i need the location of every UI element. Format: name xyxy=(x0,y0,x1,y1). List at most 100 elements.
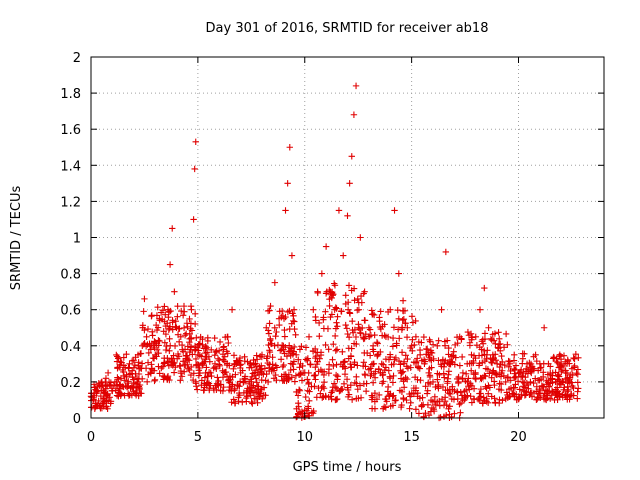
data-point xyxy=(280,342,287,349)
scatter-point xyxy=(312,363,319,371)
data-point xyxy=(258,351,266,359)
scatter-point xyxy=(137,364,144,372)
y-tick-label: 1.2 xyxy=(60,195,81,210)
data-point xyxy=(344,212,351,220)
scatter-point xyxy=(187,335,195,343)
scatter-point xyxy=(100,400,107,407)
scatter-point xyxy=(381,403,388,410)
scatter-point xyxy=(208,346,215,354)
scatter-point xyxy=(367,365,374,372)
scatter-point xyxy=(362,363,369,370)
scatter-point xyxy=(488,374,495,381)
scatter-point xyxy=(427,349,435,356)
scatter-point xyxy=(178,341,186,349)
scatter-point xyxy=(414,376,421,383)
scatter-point xyxy=(362,387,370,395)
x-tick-label: 10 xyxy=(296,430,313,445)
scatter-point xyxy=(366,333,373,340)
scatter-point xyxy=(553,389,561,396)
scatter-point xyxy=(385,391,393,399)
scatter-point xyxy=(426,365,433,372)
scatter-point xyxy=(399,316,406,324)
scatter-point xyxy=(440,413,448,420)
data-point xyxy=(357,234,364,241)
scatter-point xyxy=(388,361,395,368)
scatter-point xyxy=(429,341,437,348)
scatter-point xyxy=(225,339,232,347)
scatter-point xyxy=(483,395,490,402)
scatter-point xyxy=(302,344,310,351)
data-point xyxy=(350,111,358,118)
data-point xyxy=(166,261,174,268)
scatter-point xyxy=(342,292,349,299)
scatter-point xyxy=(305,379,313,386)
scatter-point xyxy=(266,347,273,354)
scatter-point xyxy=(244,385,251,392)
scatter-point xyxy=(287,345,295,352)
scatter-point xyxy=(402,320,409,327)
scatter-point xyxy=(288,320,295,327)
scatter-point xyxy=(172,323,179,330)
scatter-point xyxy=(434,376,441,383)
scatter-point xyxy=(479,359,486,366)
scatter-point xyxy=(251,395,258,402)
scatter-point xyxy=(403,333,411,341)
scatter-point xyxy=(137,350,145,357)
scatter-point xyxy=(296,346,304,353)
scatter-point xyxy=(339,348,346,356)
data-point xyxy=(192,138,199,146)
scatter-point xyxy=(98,404,106,412)
scatter-point xyxy=(490,378,498,385)
scatter-point xyxy=(394,306,401,314)
scatter-point xyxy=(498,386,505,394)
scatter-point xyxy=(403,375,411,383)
scatter-point xyxy=(232,371,239,378)
data-point xyxy=(194,351,202,359)
scatter-point xyxy=(148,366,156,373)
scatter-point xyxy=(423,351,430,358)
scatter-point xyxy=(411,341,418,349)
data-point xyxy=(220,346,227,353)
scatter-point xyxy=(311,383,318,390)
scatter-point xyxy=(330,341,337,348)
scatter-point xyxy=(325,346,332,353)
scatter-point xyxy=(492,340,499,347)
data-point xyxy=(446,360,454,368)
scatter-point xyxy=(400,358,408,366)
scatter-point xyxy=(341,371,349,378)
scatter-point xyxy=(192,355,200,363)
scatter-point xyxy=(445,389,453,397)
scatter-point xyxy=(162,322,169,330)
data-point xyxy=(511,351,518,359)
scatter-point xyxy=(486,370,493,377)
y-tick-label: 0.6 xyxy=(60,304,81,319)
scatter-point xyxy=(345,391,353,398)
scatter-point xyxy=(281,333,289,340)
scatter-point xyxy=(477,385,485,393)
scatter-point xyxy=(375,366,383,373)
scatter-point xyxy=(512,381,519,388)
scatter-point xyxy=(406,390,413,398)
data-point xyxy=(139,342,146,349)
scatter-point xyxy=(340,380,348,388)
data-point xyxy=(92,400,99,407)
scatter-point xyxy=(416,365,423,372)
scatter-point xyxy=(444,380,451,387)
scatter-point xyxy=(574,395,581,402)
data-point xyxy=(186,338,193,346)
y-tick-labels: 0 0.2 0.4 0.6 0.8 1 1.2 1.4 1.6 1.8 2 xyxy=(60,51,81,427)
scatter-point xyxy=(331,332,339,340)
scatter-point xyxy=(464,328,472,336)
scatter-point xyxy=(530,379,537,387)
scatter-point xyxy=(214,355,222,362)
scatter-point xyxy=(226,362,233,369)
scatter-point xyxy=(312,352,320,360)
scatter-point xyxy=(491,330,499,337)
scatter-point xyxy=(208,372,215,380)
scatter-point xyxy=(425,411,433,419)
scatter-point xyxy=(447,390,454,398)
scatter-point xyxy=(496,380,503,387)
scatter-point xyxy=(131,361,139,369)
scatter-point xyxy=(276,321,283,329)
scatter-point xyxy=(420,413,428,421)
